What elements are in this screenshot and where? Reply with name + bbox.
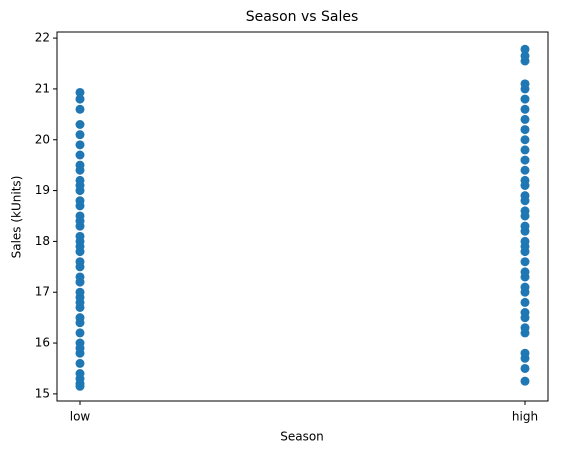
y-tick-label: 22 <box>35 31 50 45</box>
point <box>520 44 530 54</box>
point <box>75 104 85 114</box>
point <box>520 155 530 165</box>
point <box>520 94 530 104</box>
point <box>75 120 85 130</box>
point <box>520 308 530 318</box>
point <box>75 257 85 267</box>
y-tick-label: 20 <box>35 132 50 146</box>
point <box>520 282 530 292</box>
point <box>75 272 85 282</box>
point <box>75 150 85 160</box>
plot-frame <box>56 31 549 402</box>
x-axis-label: Season <box>280 430 324 444</box>
point <box>75 328 85 338</box>
y-axis-label: Sales (kUnits) <box>10 176 24 259</box>
point <box>75 287 85 297</box>
point <box>520 175 530 185</box>
x-tick-label: low <box>70 410 91 424</box>
point <box>75 338 85 348</box>
point <box>520 191 530 201</box>
point <box>75 358 85 368</box>
point <box>520 135 530 145</box>
y-tick-label: 16 <box>35 336 50 350</box>
point <box>75 160 85 170</box>
point <box>520 236 530 246</box>
point <box>520 165 530 175</box>
point <box>75 140 85 150</box>
point <box>520 79 530 89</box>
point <box>75 175 85 185</box>
point <box>75 196 85 206</box>
point <box>520 221 530 231</box>
point <box>75 313 85 323</box>
point <box>520 125 530 135</box>
y-tick-label: 15 <box>35 386 50 400</box>
point <box>75 211 85 221</box>
y-tick-label: 21 <box>35 81 50 95</box>
point <box>520 363 530 373</box>
point <box>520 206 530 216</box>
point <box>520 257 530 267</box>
y-tick-label: 19 <box>35 183 50 197</box>
point <box>75 130 85 140</box>
point <box>520 145 530 155</box>
point <box>75 87 85 97</box>
x-tick-label: high <box>512 410 538 424</box>
point <box>75 369 85 379</box>
point <box>520 267 530 277</box>
point <box>520 51 530 61</box>
point <box>75 231 85 241</box>
point <box>520 348 530 358</box>
chart-title: Season vs Sales <box>246 9 359 25</box>
y-tick-label: 17 <box>35 285 50 299</box>
point <box>520 104 530 114</box>
point <box>520 297 530 307</box>
point <box>520 376 530 386</box>
point <box>75 94 85 104</box>
point <box>520 323 530 333</box>
y-tick-label: 18 <box>35 234 50 248</box>
point <box>520 114 530 124</box>
